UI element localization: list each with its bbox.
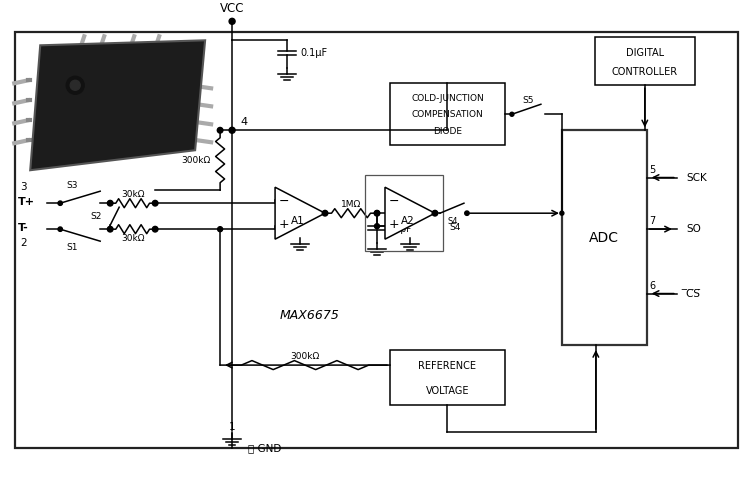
Bar xyxy=(15,32,738,448)
Text: ⏚ GND: ⏚ GND xyxy=(248,443,281,453)
Circle shape xyxy=(374,210,380,216)
Text: DIGITAL: DIGITAL xyxy=(626,48,664,58)
Text: S2: S2 xyxy=(91,212,102,220)
Text: −: − xyxy=(388,196,399,208)
Text: S5: S5 xyxy=(522,96,534,105)
Text: DIODE: DIODE xyxy=(433,127,462,136)
Circle shape xyxy=(217,128,223,133)
Circle shape xyxy=(229,128,235,133)
Circle shape xyxy=(152,226,158,232)
Text: S4: S4 xyxy=(449,222,460,232)
Circle shape xyxy=(152,200,158,206)
Polygon shape xyxy=(30,40,205,170)
Circle shape xyxy=(510,112,514,116)
Text: SCK: SCK xyxy=(687,172,707,182)
Text: 1: 1 xyxy=(229,422,236,432)
Text: 7: 7 xyxy=(650,216,656,226)
Circle shape xyxy=(432,210,438,216)
Bar xyxy=(390,84,505,145)
Circle shape xyxy=(465,211,470,216)
Circle shape xyxy=(108,201,112,205)
Circle shape xyxy=(107,200,113,206)
Text: T-: T- xyxy=(18,223,29,233)
Bar xyxy=(595,38,694,86)
Circle shape xyxy=(217,226,223,232)
Circle shape xyxy=(108,227,112,232)
Text: 3: 3 xyxy=(20,182,26,192)
Text: COMPENSATION: COMPENSATION xyxy=(412,110,483,119)
Circle shape xyxy=(107,226,113,232)
Text: ADC: ADC xyxy=(590,230,620,244)
Text: 6: 6 xyxy=(650,280,656,290)
Text: 300kΩ: 300kΩ xyxy=(290,352,320,360)
Text: VOLTAGE: VOLTAGE xyxy=(426,386,470,396)
Text: CONTROLLER: CONTROLLER xyxy=(612,68,678,78)
Text: 30kΩ: 30kΩ xyxy=(121,234,145,242)
Text: 4: 4 xyxy=(240,118,248,128)
Circle shape xyxy=(66,76,84,94)
Bar xyxy=(365,175,443,251)
Text: S4: S4 xyxy=(448,216,458,226)
Text: 1MΩ: 1MΩ xyxy=(341,200,362,208)
Text: 30kΩ: 30kΩ xyxy=(121,190,145,198)
Bar xyxy=(562,130,646,345)
Circle shape xyxy=(433,211,437,216)
Circle shape xyxy=(374,210,380,216)
Text: 20pF: 20pF xyxy=(389,224,411,234)
Polygon shape xyxy=(275,187,325,239)
Text: 5: 5 xyxy=(650,164,656,174)
Text: ̅C̅S̅: ̅C̅S̅ xyxy=(687,288,700,298)
Polygon shape xyxy=(385,187,435,239)
Circle shape xyxy=(58,227,62,232)
Text: SO: SO xyxy=(687,224,702,234)
Text: A1: A1 xyxy=(291,216,304,226)
Circle shape xyxy=(58,201,62,205)
Circle shape xyxy=(322,210,328,216)
Text: S1: S1 xyxy=(67,242,78,252)
Text: 0.1μF: 0.1μF xyxy=(300,48,327,58)
Text: VCC: VCC xyxy=(220,2,245,15)
Circle shape xyxy=(229,18,235,24)
Text: S3: S3 xyxy=(67,180,78,190)
Text: T+: T+ xyxy=(18,197,35,207)
Text: +: + xyxy=(279,218,290,231)
Text: 300kΩ: 300kΩ xyxy=(181,156,210,164)
Bar xyxy=(390,350,505,405)
Text: A2: A2 xyxy=(400,216,414,226)
Text: 2: 2 xyxy=(20,238,26,248)
Text: REFERENCE: REFERENCE xyxy=(419,361,476,371)
Circle shape xyxy=(70,80,80,90)
Text: COLD-JUNCTION: COLD-JUNCTION xyxy=(411,94,484,103)
Circle shape xyxy=(560,211,564,215)
Text: +: + xyxy=(388,218,399,231)
Text: MAX6675: MAX6675 xyxy=(280,308,340,322)
Circle shape xyxy=(374,224,380,228)
Text: −: − xyxy=(279,196,290,208)
